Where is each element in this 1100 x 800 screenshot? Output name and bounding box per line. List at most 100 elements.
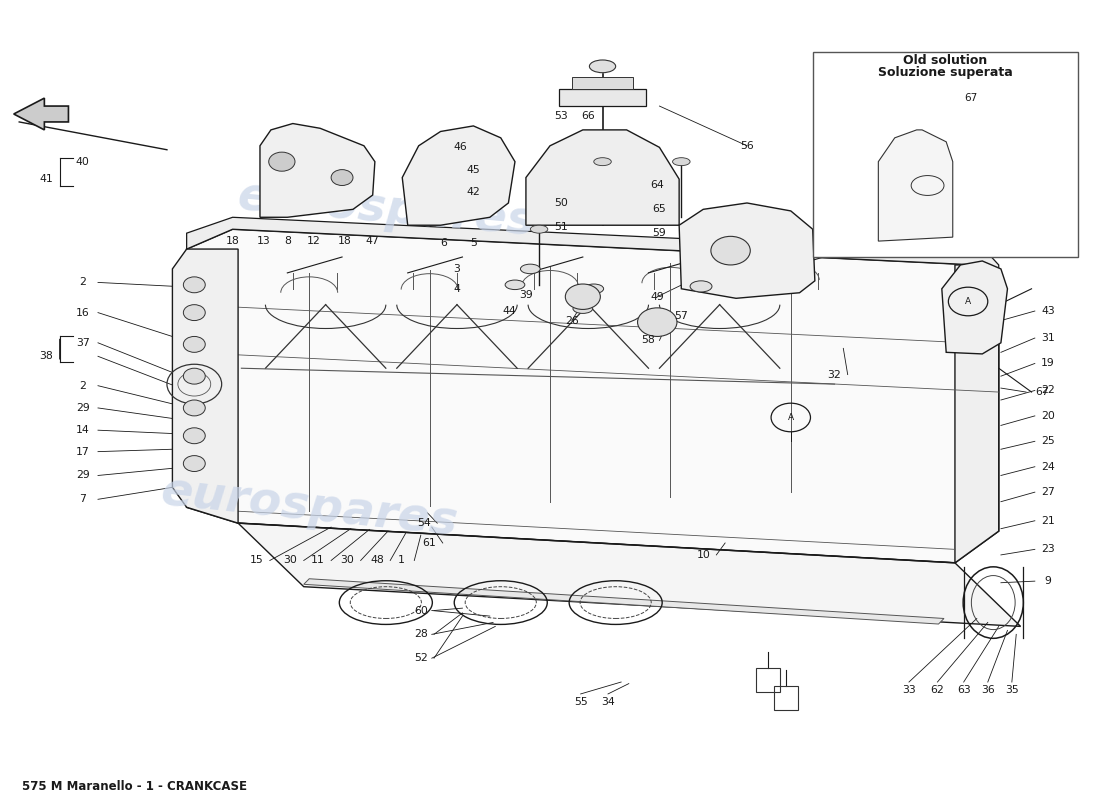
Text: 61: 61 [422, 538, 437, 548]
Text: 60: 60 [414, 606, 428, 615]
Text: 21: 21 [1041, 516, 1055, 526]
Text: 43: 43 [1041, 306, 1055, 316]
Text: 575 M Maranello - 1 - CRANKCASE: 575 M Maranello - 1 - CRANKCASE [22, 780, 248, 793]
Text: 16: 16 [76, 308, 89, 318]
Text: 25: 25 [1041, 436, 1055, 446]
Circle shape [184, 456, 206, 471]
Polygon shape [13, 98, 68, 130]
Text: 52: 52 [414, 653, 428, 663]
Text: 65: 65 [652, 204, 667, 214]
Text: 29: 29 [76, 403, 89, 413]
Text: 50: 50 [554, 198, 568, 208]
Text: 49: 49 [650, 292, 664, 302]
Text: 66: 66 [582, 110, 595, 121]
Text: 13: 13 [256, 236, 271, 246]
Text: 3: 3 [453, 264, 461, 274]
Ellipse shape [590, 60, 616, 73]
Ellipse shape [594, 158, 612, 166]
Text: 2: 2 [79, 381, 86, 390]
FancyBboxPatch shape [813, 52, 1078, 257]
Text: 30: 30 [284, 555, 298, 566]
Text: 9: 9 [1045, 576, 1052, 586]
Text: eurospares: eurospares [158, 470, 460, 546]
Text: 32: 32 [827, 370, 842, 379]
Text: 8: 8 [284, 236, 290, 246]
Text: 35: 35 [1005, 685, 1019, 695]
Circle shape [184, 428, 206, 444]
Circle shape [184, 368, 206, 384]
Circle shape [331, 170, 353, 186]
Text: 10: 10 [696, 550, 711, 560]
Text: 19: 19 [1041, 358, 1055, 369]
Text: 17: 17 [76, 446, 89, 457]
Text: 11: 11 [311, 555, 324, 566]
Polygon shape [955, 265, 999, 563]
Text: 4: 4 [453, 284, 461, 294]
Circle shape [638, 308, 676, 337]
Text: 15: 15 [250, 555, 264, 566]
Bar [572, 77, 634, 89]
Polygon shape [173, 249, 238, 523]
Polygon shape [942, 261, 1008, 354]
Text: 67: 67 [1035, 387, 1049, 397]
Text: 48: 48 [371, 555, 384, 566]
Text: 45: 45 [466, 165, 481, 174]
Text: A: A [965, 297, 971, 306]
Ellipse shape [520, 264, 540, 274]
Text: 14: 14 [76, 425, 89, 435]
Text: 38: 38 [40, 351, 54, 362]
Text: 47: 47 [366, 236, 379, 246]
Text: 5: 5 [470, 238, 476, 248]
Text: Soluzione superata: Soluzione superata [878, 66, 1012, 79]
Polygon shape [526, 130, 679, 226]
Text: 42: 42 [466, 187, 481, 197]
Circle shape [184, 305, 206, 321]
Text: 24: 24 [1041, 462, 1055, 472]
Polygon shape [679, 203, 815, 298]
Circle shape [268, 152, 295, 171]
Ellipse shape [505, 280, 525, 290]
Ellipse shape [573, 304, 593, 314]
Text: 33: 33 [902, 685, 916, 695]
Text: 63: 63 [957, 685, 970, 695]
Text: 56: 56 [740, 141, 754, 150]
Ellipse shape [690, 281, 712, 292]
Text: 37: 37 [76, 338, 89, 348]
Polygon shape [187, 229, 999, 563]
Circle shape [711, 236, 750, 265]
Bar [559, 89, 647, 106]
Text: 7: 7 [79, 494, 86, 504]
Text: 12: 12 [307, 236, 320, 246]
Text: 31: 31 [1041, 333, 1055, 343]
Text: 30: 30 [341, 555, 354, 566]
Ellipse shape [530, 226, 548, 233]
Polygon shape [878, 130, 953, 241]
Text: 39: 39 [519, 290, 532, 300]
Polygon shape [260, 123, 375, 218]
Text: 51: 51 [554, 222, 568, 232]
Polygon shape [403, 126, 515, 226]
Text: 67: 67 [965, 93, 978, 103]
Text: Old solution: Old solution [903, 54, 987, 66]
Polygon shape [238, 523, 1021, 626]
Text: 29: 29 [76, 470, 89, 481]
Text: eurospares: eurospares [235, 174, 537, 245]
Text: 62: 62 [931, 685, 944, 695]
Text: 59: 59 [652, 228, 667, 238]
Text: A: A [788, 413, 794, 422]
Text: 1: 1 [398, 555, 405, 566]
Text: 18: 18 [226, 236, 240, 246]
Text: 26: 26 [565, 315, 579, 326]
Text: 64: 64 [650, 181, 664, 190]
Bar [774, 686, 799, 710]
Bar [756, 668, 780, 691]
Text: 41: 41 [40, 174, 54, 184]
Text: 6: 6 [440, 238, 448, 248]
Text: 34: 34 [601, 697, 615, 707]
Text: 18: 18 [338, 236, 351, 246]
Text: 23: 23 [1041, 544, 1055, 554]
Text: 44: 44 [503, 306, 516, 316]
Text: 53: 53 [554, 110, 568, 121]
Text: 36: 36 [981, 685, 994, 695]
Ellipse shape [584, 284, 604, 294]
